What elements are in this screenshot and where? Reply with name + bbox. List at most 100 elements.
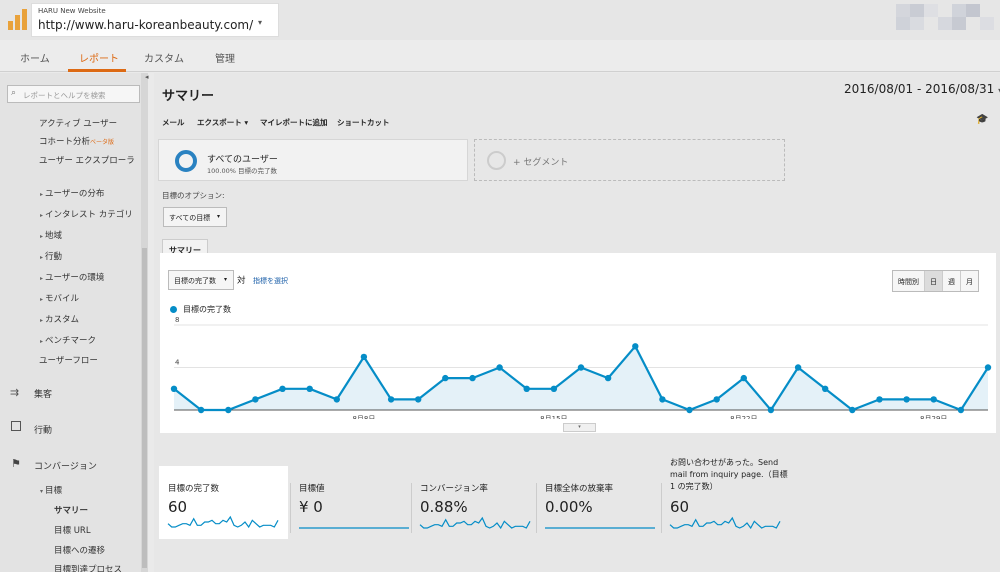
x-tick-label: 8月29日: [920, 415, 947, 419]
sidebar-item-goals-overview[interactable]: サマリー: [54, 506, 89, 516]
granularity-hourly[interactable]: 時間別: [898, 278, 919, 286]
data-point[interactable]: [333, 396, 340, 403]
expand-handle-icon[interactable]: ▾: [563, 423, 596, 432]
data-point[interactable]: [767, 406, 775, 414]
data-point[interactable]: [197, 406, 205, 414]
sidebar-item-user-flow[interactable]: ユーザーフロー: [39, 356, 98, 366]
sidebar-item-label: インタレスト カテゴリ: [45, 210, 133, 220]
sidebar-item-benchmark[interactable]: ▸ ベンチマーク: [40, 334, 96, 346]
add-to-dashboard-button[interactable]: マイレポートに追加: [260, 118, 328, 127]
data-point[interactable]: [442, 374, 449, 382]
data-point[interactable]: [822, 385, 829, 392]
sidebar-item-geo[interactable]: ▸ 地域: [40, 229, 62, 241]
scorecard-goal-value[interactable]: 目標値 ¥ 0: [290, 454, 418, 536]
sparkline: [167, 515, 279, 529]
sidebar-item-goal-urls[interactable]: 目標 URL: [54, 526, 91, 536]
caret-right-icon: ▸: [40, 296, 44, 303]
data-point[interactable]: [523, 385, 530, 392]
data-point[interactable]: [930, 396, 937, 403]
granularity-week[interactable]: 週: [942, 271, 960, 291]
sidebar-item-behavior[interactable]: 行動: [34, 426, 53, 436]
data-point[interactable]: [360, 353, 368, 361]
data-point[interactable]: [984, 364, 992, 371]
sparkline-path: [669, 516, 781, 530]
export-button[interactable]: エクスポート ▾: [197, 118, 249, 127]
data-point[interactable]: [387, 396, 395, 403]
sidebar-item-behavior-sub[interactable]: ▸ 行動: [40, 250, 62, 262]
sparkline: [299, 527, 409, 529]
x-tick-label: 8月22日: [730, 415, 757, 419]
data-point[interactable]: [170, 385, 178, 392]
scorecard-conversion-rate[interactable]: コンバージョン率 0.88%: [411, 454, 539, 536]
caret-right-icon: ▸: [40, 191, 44, 198]
data-point[interactable]: [577, 364, 585, 371]
metric-select[interactable]: 目標の完了数 ▾: [168, 270, 234, 290]
data-point[interactable]: [550, 385, 558, 392]
sidebar-item-reverse-goal-path[interactable]: 目標への遷移: [54, 546, 106, 556]
data-point[interactable]: [686, 406, 693, 414]
scorecard-label: 目標全体の放棄率: [545, 484, 614, 494]
sidebar-scrollbar[interactable]: [141, 73, 148, 572]
sidebar-item-funnel[interactable]: 目標到達プロセス: [54, 565, 123, 572]
data-point[interactable]: [415, 396, 422, 403]
data-point[interactable]: [306, 385, 313, 392]
data-point[interactable]: [632, 343, 639, 350]
data-point[interactable]: [496, 364, 503, 371]
sidebar-item-goals[interactable]: ▾ 目標: [40, 484, 62, 496]
sidebar-item-demographics[interactable]: ▸ ユーザーの分布: [40, 187, 104, 199]
scorecard-goal-completions[interactable]: 目標の完了数 60: [159, 466, 288, 539]
sidebar-item-acquisition[interactable]: 集客: [34, 390, 53, 400]
sidebar-item-custom[interactable]: ▸ カスタム: [40, 313, 79, 325]
data-point[interactable]: [794, 364, 802, 371]
date-range-picker[interactable]: 2016/08/01 - 2016/08/31 ▾: [844, 82, 1000, 96]
shortcut-button[interactable]: ショートカット: [337, 118, 390, 127]
scorecard-goal1-completions[interactable]: お問い合わせがあった。Send mail from inquiry page.（…: [661, 454, 788, 536]
caret-down-icon: ▾: [40, 488, 44, 495]
data-point[interactable]: [713, 396, 720, 403]
tab-reporting[interactable]: レポート: [79, 54, 119, 65]
data-point[interactable]: [604, 374, 612, 382]
data-point[interactable]: [740, 374, 747, 382]
goal-option-label: 目標のオプション:: [162, 191, 225, 200]
data-point[interactable]: [903, 396, 910, 403]
sidebar-item-user-explorer[interactable]: ユーザー エクスプローラ: [39, 156, 135, 166]
sidebar-item-technology[interactable]: ▸ ユーザーの環境: [40, 271, 104, 283]
scorecard-value: 0.00%: [545, 498, 593, 516]
email-button[interactable]: メール: [162, 118, 185, 127]
legend-dot-icon: [170, 306, 177, 313]
caret-right-icon: ▸: [40, 275, 44, 282]
sidebar-item-conversions[interactable]: コンバージョン: [34, 462, 97, 472]
sidebar-item-label: コホート分析: [39, 137, 91, 147]
sidebar-item-active-users[interactable]: アクティブ ユーザー: [39, 119, 118, 129]
tab-customization[interactable]: カスタム: [144, 54, 184, 65]
caret-right-icon: ▸: [40, 338, 44, 345]
granularity-month[interactable]: 月: [960, 271, 978, 291]
account-selector[interactable]: HARU New Website http://www.haru-koreanb…: [31, 3, 279, 37]
sidebar-item-interests[interactable]: ▸ インタレスト カテゴリ: [40, 208, 133, 220]
data-point[interactable]: [659, 396, 666, 403]
add-segment-button[interactable]: + セグメント: [474, 139, 785, 181]
intelligence-icon[interactable]: 🎓: [976, 114, 989, 125]
tab-admin[interactable]: 管理: [215, 54, 235, 65]
chevron-down-icon[interactable]: ▾: [258, 18, 263, 27]
data-point[interactable]: [469, 374, 476, 382]
collapse-sidebar-icon[interactable]: ◂: [145, 73, 149, 81]
x-tick-label: 8月15日: [540, 415, 567, 419]
sidebar-item-mobile[interactable]: ▸ モバイル: [40, 292, 79, 304]
data-point[interactable]: [279, 385, 286, 392]
search-input[interactable]: ⌕ レポートとヘルプを検索: [7, 85, 140, 103]
tab-home[interactable]: ホーム: [20, 54, 50, 65]
goal-option-select[interactable]: すべての目標 ▾: [163, 207, 227, 227]
blurred-user-avatar[interactable]: [896, 4, 1000, 34]
data-point[interactable]: [849, 406, 856, 414]
select-metric-link[interactable]: 指標を選択: [253, 277, 288, 285]
data-point[interactable]: [957, 406, 965, 414]
granularity-day[interactable]: 日: [924, 271, 942, 291]
segment-all-users[interactable]: すべてのユーザー 100.00% 目標の完了数: [158, 139, 468, 181]
sidebar-item-cohort[interactable]: コホート分析ベータ版: [39, 135, 114, 147]
data-point[interactable]: [876, 396, 883, 403]
scrollbar-thumb[interactable]: [142, 248, 147, 568]
scorecard-abandonment-rate[interactable]: 目標全体の放棄率 0.00%: [536, 454, 664, 536]
data-point[interactable]: [252, 396, 259, 403]
data-point[interactable]: [225, 406, 232, 414]
